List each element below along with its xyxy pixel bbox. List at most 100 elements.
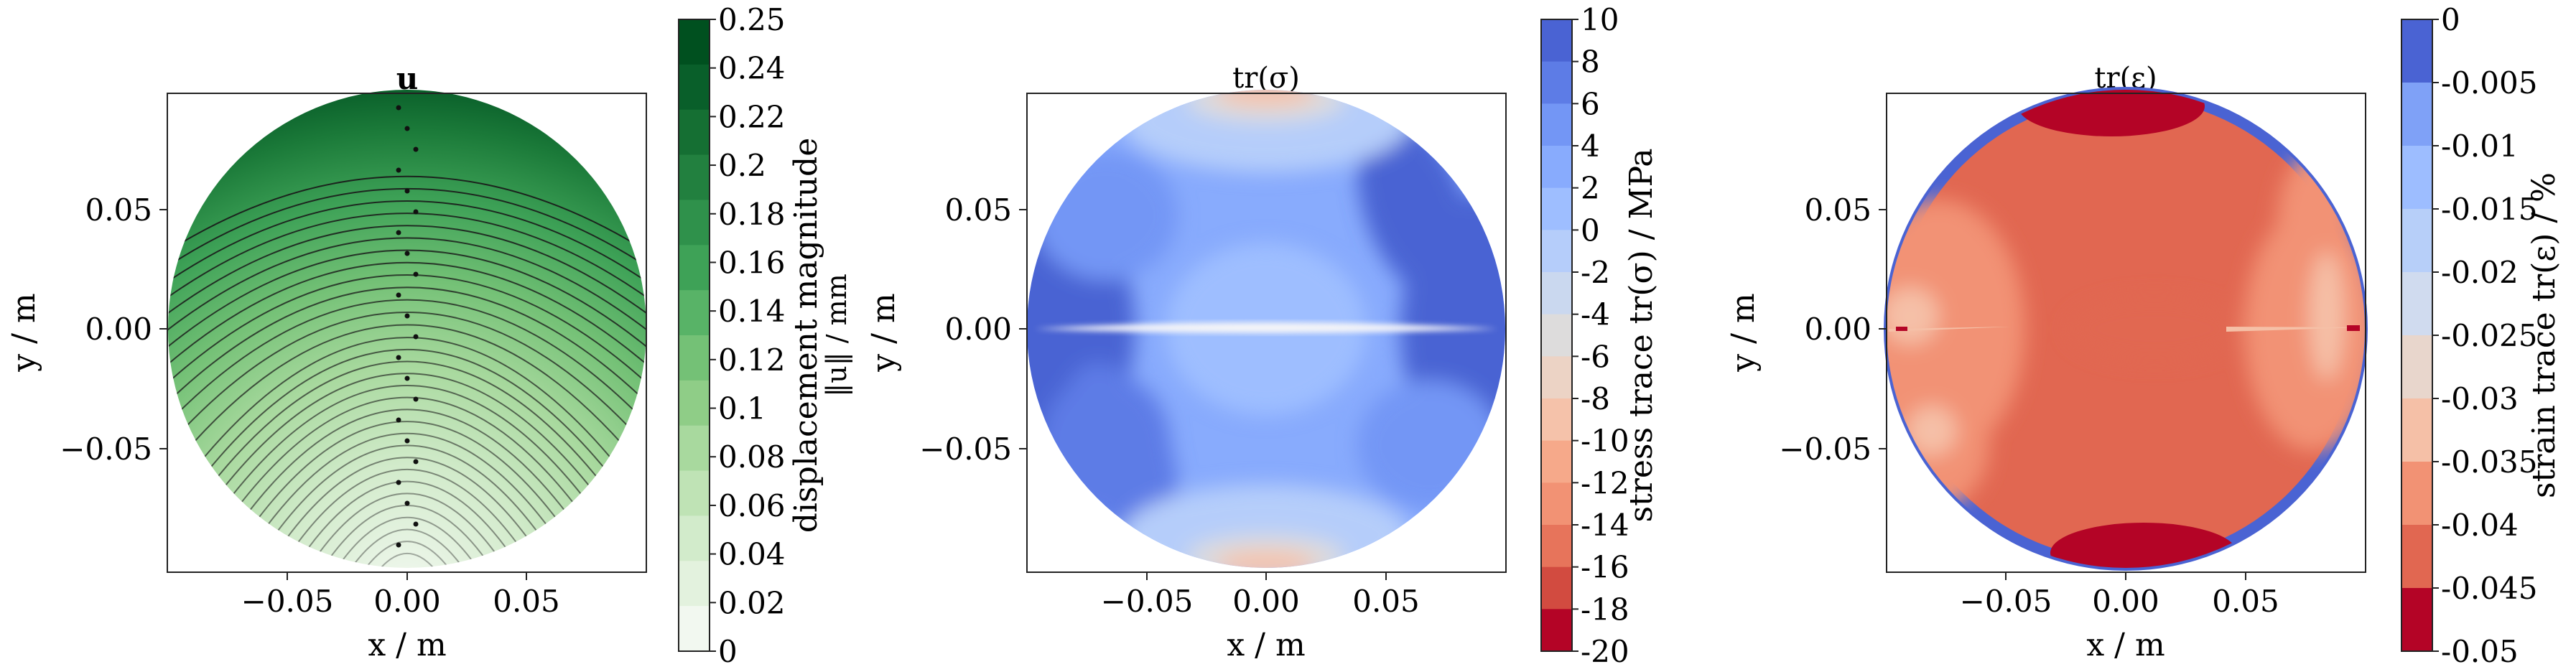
colorbar-segment (679, 64, 710, 111)
colorbar-tick-label: 0.1 (718, 391, 766, 426)
colorbar-segment (1541, 61, 1572, 104)
streamline (168, 249, 646, 352)
streamlines (168, 105, 646, 568)
streamline (372, 552, 442, 568)
streamline (168, 225, 646, 318)
colorbar-segment (1541, 187, 1572, 230)
colorbar-tick-label: 0.08 (718, 439, 786, 475)
colorbar-tick-label: 6 (1581, 86, 1600, 121)
x-tick-label: 0.00 (373, 584, 441, 619)
x-axis: −0.05 0.00 0.05 x / m (1960, 572, 2279, 663)
colorbar-segment (2401, 588, 2432, 652)
colorbar-segment (1541, 609, 1572, 652)
y-axis: 0.05 0.00 −0.05 y / m (6, 192, 167, 467)
y-axis-label: y / m (1725, 293, 1762, 372)
colorbar-segment (2401, 83, 2432, 146)
colorbar-tick-label: -0.005 (2441, 65, 2537, 101)
colorbar-tick-label: 0.2 (718, 148, 766, 183)
colorbar-segment (1541, 103, 1572, 146)
streamline-arrow (396, 230, 401, 235)
colorbar-segment (2401, 209, 2432, 273)
streamline (268, 444, 547, 544)
streamline-arrow (396, 292, 401, 298)
colorbar-tick-label: -10 (1581, 424, 1629, 459)
y-tick-label: 0.05 (1804, 192, 1871, 228)
x-axis-label: x / m (368, 627, 446, 663)
y-tick-label: 0.00 (85, 312, 152, 347)
colorbar-frame (678, 19, 710, 652)
colorbar-tick-label: -0.04 (2441, 508, 2519, 543)
x-axis: −0.05 0.00 0.05 x / m (241, 572, 560, 663)
streamline-arrow (396, 355, 401, 360)
colorbar-tick-label: -0.03 (2441, 381, 2519, 416)
colorbar-segment (1541, 482, 1572, 526)
colorbar-displacement: 0.25 0.24 0.22 0.2 0.18 0.16 0.14 0.12 0.1 0.08 0.… (678, 2, 852, 669)
colorbar-tick-label: 0.12 (718, 342, 786, 378)
streamline-arrow (396, 542, 401, 548)
y-axis: 0.05 0.00 −0.05 y / m (1725, 192, 1887, 467)
colorbar-segment (1541, 272, 1572, 315)
y-axis-label: y / m (865, 293, 902, 372)
y-tick-label: −0.05 (60, 431, 152, 467)
colorbar-segment (679, 109, 710, 156)
colorbar-tick-label: -0.025 (2441, 318, 2537, 353)
colorbar-segment (2401, 146, 2432, 210)
colorbar-label: strain trace tr(ε) / % (2526, 172, 2562, 498)
streamline (168, 274, 646, 388)
streamline (349, 528, 465, 568)
colorbar-tick-label: -0.045 (2441, 571, 2537, 606)
colorbar-segment (679, 561, 710, 607)
colorbar-stress: 10 8 6 4 2 0 -2 -4 -6 -8 -10 -12 -14 -16 -18 -20 stress… (1540, 2, 1660, 669)
streamline (291, 468, 524, 551)
streamline (168, 312, 646, 452)
streamline (279, 457, 535, 548)
colorbar-tick-label: 8 (1581, 45, 1600, 80)
colorbar-tick-label: 2 (1581, 171, 1600, 206)
colorbar-tick-label: 0 (1581, 213, 1600, 248)
colorbar-label: stress trace tr(σ) / MPa (1623, 149, 1660, 523)
x-tick-label: 0.05 (493, 584, 560, 619)
colorbar-segment (1541, 525, 1572, 568)
streamline-arrow (396, 105, 401, 111)
streamline (314, 493, 501, 559)
colorbar-tick-label: -0.05 (2441, 634, 2519, 669)
colorbar-label-unit: ‖u‖ / mm (821, 274, 852, 397)
colorbar-tick-label: -12 (1581, 465, 1629, 500)
streamline (168, 337, 646, 510)
strain-field (1884, 87, 2368, 571)
colorbar-segment (1541, 146, 1572, 189)
streamline (187, 360, 628, 518)
colorbar-tick-label: 0.25 (718, 2, 786, 37)
colorbar-segment (679, 200, 710, 246)
colorbar-tick-label: 0.14 (718, 294, 786, 329)
colorbar-segment (2401, 525, 2432, 589)
streamline-arrow (396, 480, 401, 485)
y-tick-label: 0.00 (1804, 312, 1871, 347)
y-tick-label: −0.05 (919, 431, 1012, 467)
colorbar-tick-label: 0.22 (718, 99, 786, 134)
panel-strain: tr(ε) (1725, 2, 2562, 669)
streamline-arrow (413, 396, 419, 402)
colorbar-segment (1541, 398, 1572, 442)
colorbar-tick-label: -0.01 (2441, 129, 2519, 164)
colorbar-tick-label: 0.06 (718, 488, 786, 523)
streamline (233, 409, 582, 533)
x-axis-label: x / m (1227, 627, 1305, 663)
streamline (168, 299, 646, 429)
colorbar-segment (1541, 19, 1572, 62)
x-tick-label: −0.05 (241, 584, 334, 619)
colorbar-segment (679, 606, 710, 652)
x-tick-label: −0.05 (1101, 584, 1194, 619)
colorbar-segment (2401, 462, 2432, 526)
colorbar-tick-label: -6 (1581, 339, 1610, 374)
colorbar-segment (2401, 272, 2432, 336)
streamline-arrow (404, 313, 410, 319)
colorbar-segment (2401, 19, 2432, 83)
colorbar-tick-label: 0.02 (718, 585, 786, 620)
colorbar-frame (1540, 19, 1573, 652)
colorbar-segment (1541, 566, 1572, 610)
panel-title: tr(σ) (1232, 62, 1300, 95)
colorbar-segment (679, 515, 710, 561)
streamline-arrow (413, 146, 419, 152)
